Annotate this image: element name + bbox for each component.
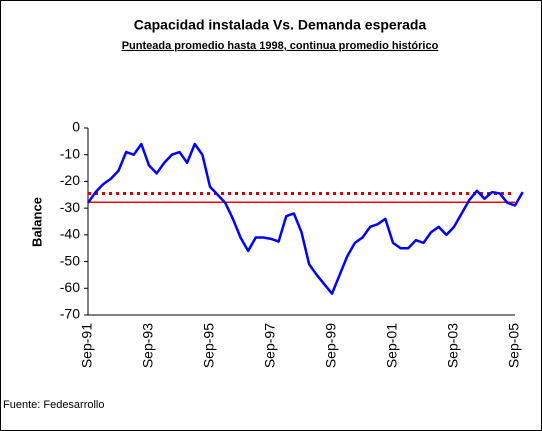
y-tick-label: -10 [60, 145, 80, 161]
source-note: Fuente: Fedesarrollo [3, 399, 105, 411]
y-tick-label: -70 [60, 306, 80, 322]
chart-title: Capacidad instalada Vs. Demanda esperada [134, 17, 427, 33]
x-tick-label: Sep-91 [79, 323, 95, 368]
y-axis-title: Balance [29, 197, 44, 247]
data-line [86, 142, 524, 295]
chart-subtitle: Punteada promedio hasta 1998, continua p… [122, 40, 439, 52]
x-tick-label: Sep-97 [262, 323, 278, 368]
y-tick-label: -30 [60, 199, 80, 215]
x-tick-label: Sep-03 [445, 323, 461, 368]
y-tick-label: -20 [60, 172, 80, 188]
y-tick-label: -60 [60, 279, 80, 295]
x-tick-label: Sep-95 [201, 323, 217, 368]
y-tick-label: -40 [60, 226, 80, 242]
x-tick-label: Sep-99 [323, 323, 339, 368]
y-tick-label: 0 [72, 119, 80, 135]
x-tick-label: Sep-05 [506, 323, 522, 368]
x-tick-label: Sep-01 [384, 323, 400, 368]
x-tick-label: Sep-93 [140, 323, 156, 368]
y-tick-label: -50 [60, 252, 80, 268]
